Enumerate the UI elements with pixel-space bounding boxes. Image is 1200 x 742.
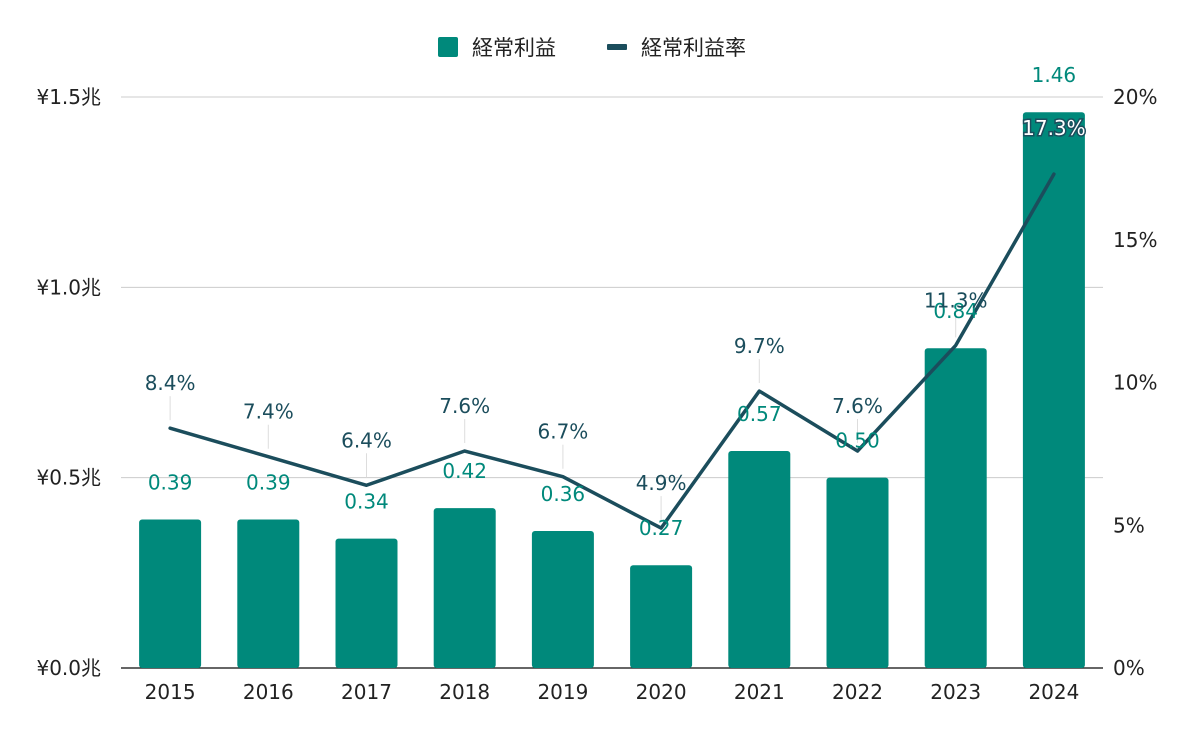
- ratio-label-2016: 7.4%: [243, 400, 294, 424]
- left-tick-label: ¥1.5兆: [36, 85, 101, 109]
- right-tick-label: 0%: [1113, 656, 1145, 680]
- bar-2023: [924, 348, 987, 668]
- ratio-label-2020: 4.9%: [636, 471, 687, 495]
- x-tick-label: 2016: [243, 680, 294, 704]
- left-tick-label: ¥0.5兆: [36, 466, 101, 490]
- bars: [139, 112, 1085, 668]
- bar-label-2018: 0.42: [442, 459, 487, 483]
- bar-2019: [531, 530, 594, 668]
- bar-labels: 0.39 0.39 0.34 0.42 0.36 0.27 0.57 0.50 0.84 1.46: [148, 63, 1076, 540]
- x-tick-label: 2015: [145, 680, 196, 704]
- x-axis: 2015 2016 2017 2018 2019 2020 2021 2022 2023 2024: [145, 680, 1080, 704]
- bar-label-2024: 1.46: [1032, 63, 1077, 87]
- ratio-line: [168, 172, 1056, 530]
- x-tick-label: 2024: [1028, 680, 1079, 704]
- right-tick-label: 10%: [1113, 371, 1157, 395]
- bar-2022: [826, 477, 889, 668]
- bar-label-2020: 0.27: [639, 516, 684, 540]
- bar-label-2017: 0.34: [344, 490, 389, 514]
- x-tick-label: 2017: [341, 680, 392, 704]
- ratio-label-2017: 6.4%: [341, 428, 392, 452]
- bar-2018: [433, 508, 496, 668]
- bar-2020: [630, 565, 693, 668]
- legend-label-line: 経常利益率: [641, 36, 746, 60]
- bar-2015: [139, 519, 202, 668]
- right-tick-label: 20%: [1113, 85, 1157, 109]
- bar-label-2015: 0.39: [148, 471, 193, 495]
- x-tick-label: 2020: [636, 680, 687, 704]
- ratio-label-2024: 17.3%: [1022, 116, 1086, 140]
- left-axis: ¥0.0兆 ¥0.5兆 ¥1.0兆 ¥1.5兆: [36, 85, 101, 680]
- x-tick-label: 2021: [734, 680, 785, 704]
- ratio-label-2021: 9.7%: [734, 334, 785, 358]
- legend: 経常利益 経常利益率: [438, 36, 746, 60]
- label-leaders: [169, 313, 957, 521]
- right-tick-label: 15%: [1113, 228, 1157, 252]
- line-labels: 8.4% 7.4% 6.4% 7.6% 6.7% 4.9% 9.7% 7.6% 11.3% 17.…: [145, 115, 1087, 495]
- x-tick-label: 2018: [439, 680, 490, 704]
- bar-2016: [237, 519, 300, 668]
- left-tick-label: ¥1.0兆: [36, 275, 101, 299]
- bar-label-2021: 0.57: [737, 402, 782, 426]
- x-tick-label: 2019: [537, 680, 588, 704]
- bar-2017: [335, 538, 398, 668]
- legend-label-bar: 経常利益: [472, 36, 556, 60]
- bar-2021: [728, 451, 791, 668]
- bar-label-2019: 0.36: [541, 482, 586, 506]
- x-tick-label: 2023: [930, 680, 981, 704]
- ratio-label-2023: 11.3%: [924, 288, 988, 312]
- bar-label-2023: 0.84: [933, 299, 978, 323]
- bar-label-2022: 0.50: [835, 429, 880, 453]
- bar-label-2016: 0.39: [246, 471, 291, 495]
- x-tick-label: 2022: [832, 680, 883, 704]
- bar-2024: [1022, 112, 1085, 668]
- right-tick-label: 5%: [1113, 513, 1145, 537]
- legend-swatch-line: [607, 44, 627, 50]
- legend-swatch-bar: [438, 37, 458, 57]
- ratio-label-2019: 6.7%: [537, 420, 588, 444]
- ratio-line-path: [168, 172, 1056, 530]
- ratio-label-2015: 8.4%: [145, 371, 196, 395]
- right-axis: 0% 5% 10% 15% 20%: [1113, 85, 1157, 680]
- left-tick-label: ¥0.0兆: [36, 656, 101, 680]
- ratio-label-2018: 7.6%: [439, 394, 490, 418]
- ratio-label-2022: 7.6%: [832, 394, 883, 418]
